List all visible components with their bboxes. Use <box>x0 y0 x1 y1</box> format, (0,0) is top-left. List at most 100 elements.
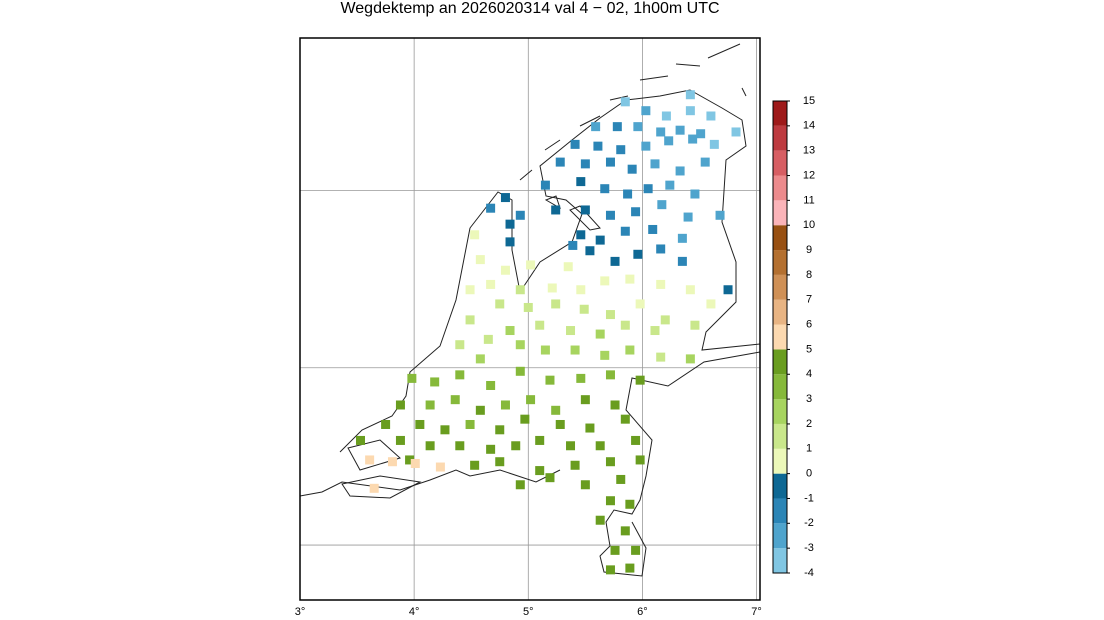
station-marker <box>635 455 645 465</box>
colorbar-segment <box>773 473 787 499</box>
station-marker <box>595 515 605 525</box>
station-marker <box>551 205 561 215</box>
map-frame <box>299 37 761 601</box>
colorbar-label: -4 <box>804 567 814 579</box>
station-marker <box>623 189 633 199</box>
station-marker <box>547 283 557 293</box>
station-marker <box>677 233 687 243</box>
station-marker <box>475 354 485 364</box>
station-marker <box>616 145 626 155</box>
station-marker <box>486 444 496 454</box>
station-marker <box>643 184 653 194</box>
station-marker <box>369 483 379 493</box>
colorbar-label: 2 <box>806 418 812 430</box>
colorbar-label: 14 <box>803 120 815 132</box>
station-marker <box>465 315 475 325</box>
colorbar-label: 13 <box>803 145 815 157</box>
station-marker <box>526 395 536 405</box>
station-marker <box>535 466 545 476</box>
station-marker <box>633 249 643 259</box>
station-marker <box>665 180 675 190</box>
station-marker <box>355 435 365 445</box>
station-marker <box>486 203 496 213</box>
x-tick-label: 7° <box>751 606 762 618</box>
colorbar-segment <box>773 250 787 275</box>
station-marker <box>633 122 643 132</box>
station-marker <box>605 157 615 167</box>
colorbar-segment <box>773 324 787 350</box>
colorbar-label: 3 <box>806 393 812 405</box>
station-marker <box>677 256 687 266</box>
station-marker <box>610 545 620 555</box>
station-marker <box>440 425 450 435</box>
station-marker <box>625 274 635 284</box>
station-marker <box>576 177 586 187</box>
colorbar-label: 6 <box>806 318 812 330</box>
station-marker <box>625 563 635 573</box>
station-marker <box>381 419 391 429</box>
station-marker <box>656 352 666 362</box>
station-marker <box>605 457 615 467</box>
colorbar-segment <box>773 150 787 176</box>
station-marker <box>660 315 670 325</box>
colorbar-segment <box>773 349 787 375</box>
station-marker <box>593 141 603 151</box>
station-marker <box>650 326 660 336</box>
colorbar-segment <box>773 175 787 201</box>
station-marker <box>515 210 525 220</box>
station-marker <box>495 425 505 435</box>
station-marker <box>475 405 485 415</box>
colorbar-segment <box>773 448 787 474</box>
colorbar-label: 15 <box>803 95 815 107</box>
station-marker <box>579 304 589 314</box>
chart-title: Wegdektemp an 2026020314 val 4 − 02, 1h0… <box>340 0 719 17</box>
station-marker <box>690 189 700 199</box>
colorbar-label: 4 <box>806 368 812 380</box>
station-marker <box>523 302 533 312</box>
colorbar-label: 12 <box>803 169 815 181</box>
x-tick-label: 5° <box>523 606 534 618</box>
station-marker <box>465 285 475 295</box>
station-marker <box>430 377 440 387</box>
station-marker <box>387 457 397 467</box>
station-marker <box>625 345 635 355</box>
station-marker <box>535 320 545 330</box>
station-marker <box>605 565 615 575</box>
station-marker <box>595 329 605 339</box>
station-marker <box>723 285 733 295</box>
station-marker <box>500 400 510 410</box>
station-marker <box>731 127 741 137</box>
station-marker <box>455 340 465 350</box>
station-marker <box>625 499 635 509</box>
station-marker <box>505 326 515 336</box>
station-marker <box>505 237 515 247</box>
colorbar-label: 1 <box>806 443 812 455</box>
colorbar-label: 8 <box>806 269 812 281</box>
station-marker <box>465 419 475 429</box>
station-marker <box>395 435 405 445</box>
station-marker <box>696 129 706 139</box>
station-marker <box>664 136 674 146</box>
station-marker <box>706 299 716 309</box>
colorbar-label: 9 <box>806 244 812 256</box>
coastline <box>299 43 761 577</box>
colorbar-label: 11 <box>803 194 814 206</box>
colorbar-segment <box>773 125 787 151</box>
x-tick-label: 6° <box>637 606 648 618</box>
station-marker <box>605 496 615 506</box>
station-marker <box>520 414 530 424</box>
station-marker <box>425 441 435 451</box>
colorbar-frame <box>772 100 788 574</box>
colorbar-segment <box>773 374 787 400</box>
station-marker <box>675 125 685 135</box>
x-tick-label: 3° <box>295 606 306 618</box>
station-marker <box>595 235 605 245</box>
station-marker <box>605 310 615 320</box>
station-marker <box>563 262 573 272</box>
station-marker <box>620 414 630 424</box>
station-marker <box>648 224 658 234</box>
station-marker <box>656 244 666 254</box>
station-marker <box>511 441 521 451</box>
station-marker <box>610 400 620 410</box>
